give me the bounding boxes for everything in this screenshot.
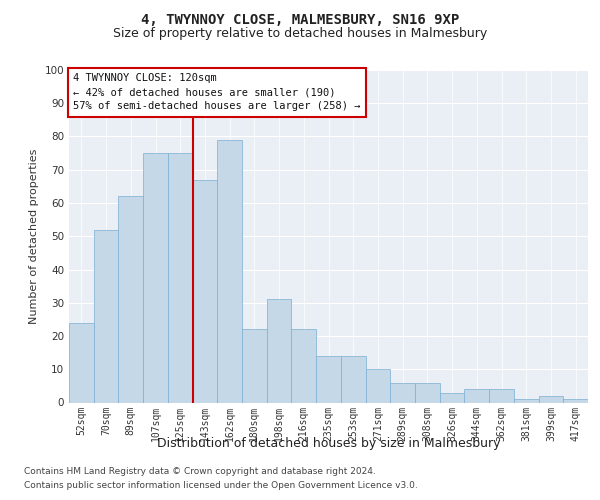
Bar bbox=[316, 356, 341, 403]
Text: Contains HM Land Registry data © Crown copyright and database right 2024.: Contains HM Land Registry data © Crown c… bbox=[24, 468, 376, 476]
Text: Size of property relative to detached houses in Malmesbury: Size of property relative to detached ho… bbox=[113, 28, 487, 40]
Bar bbox=[341, 356, 365, 403]
Bar bbox=[415, 382, 440, 402]
Bar bbox=[143, 153, 168, 402]
Bar bbox=[242, 330, 267, 402]
Bar bbox=[118, 196, 143, 402]
Bar bbox=[390, 382, 415, 402]
Bar bbox=[514, 399, 539, 402]
Bar bbox=[563, 399, 588, 402]
Bar bbox=[193, 180, 217, 402]
Bar bbox=[365, 369, 390, 402]
Text: 4 TWYNNOY CLOSE: 120sqm
← 42% of detached houses are smaller (190)
57% of semi-d: 4 TWYNNOY CLOSE: 120sqm ← 42% of detache… bbox=[73, 74, 361, 112]
Text: 4, TWYNNOY CLOSE, MALMESBURY, SN16 9XP: 4, TWYNNOY CLOSE, MALMESBURY, SN16 9XP bbox=[141, 12, 459, 26]
Bar bbox=[489, 389, 514, 402]
Bar bbox=[539, 396, 563, 402]
Y-axis label: Number of detached properties: Number of detached properties bbox=[29, 148, 39, 324]
Bar bbox=[440, 392, 464, 402]
Bar bbox=[168, 153, 193, 402]
Text: Contains public sector information licensed under the Open Government Licence v3: Contains public sector information licen… bbox=[24, 481, 418, 490]
Bar bbox=[94, 230, 118, 402]
Bar bbox=[267, 300, 292, 403]
Bar bbox=[69, 322, 94, 402]
Text: Distribution of detached houses by size in Malmesbury: Distribution of detached houses by size … bbox=[157, 438, 500, 450]
Bar bbox=[464, 389, 489, 402]
Bar bbox=[217, 140, 242, 402]
Bar bbox=[292, 330, 316, 402]
